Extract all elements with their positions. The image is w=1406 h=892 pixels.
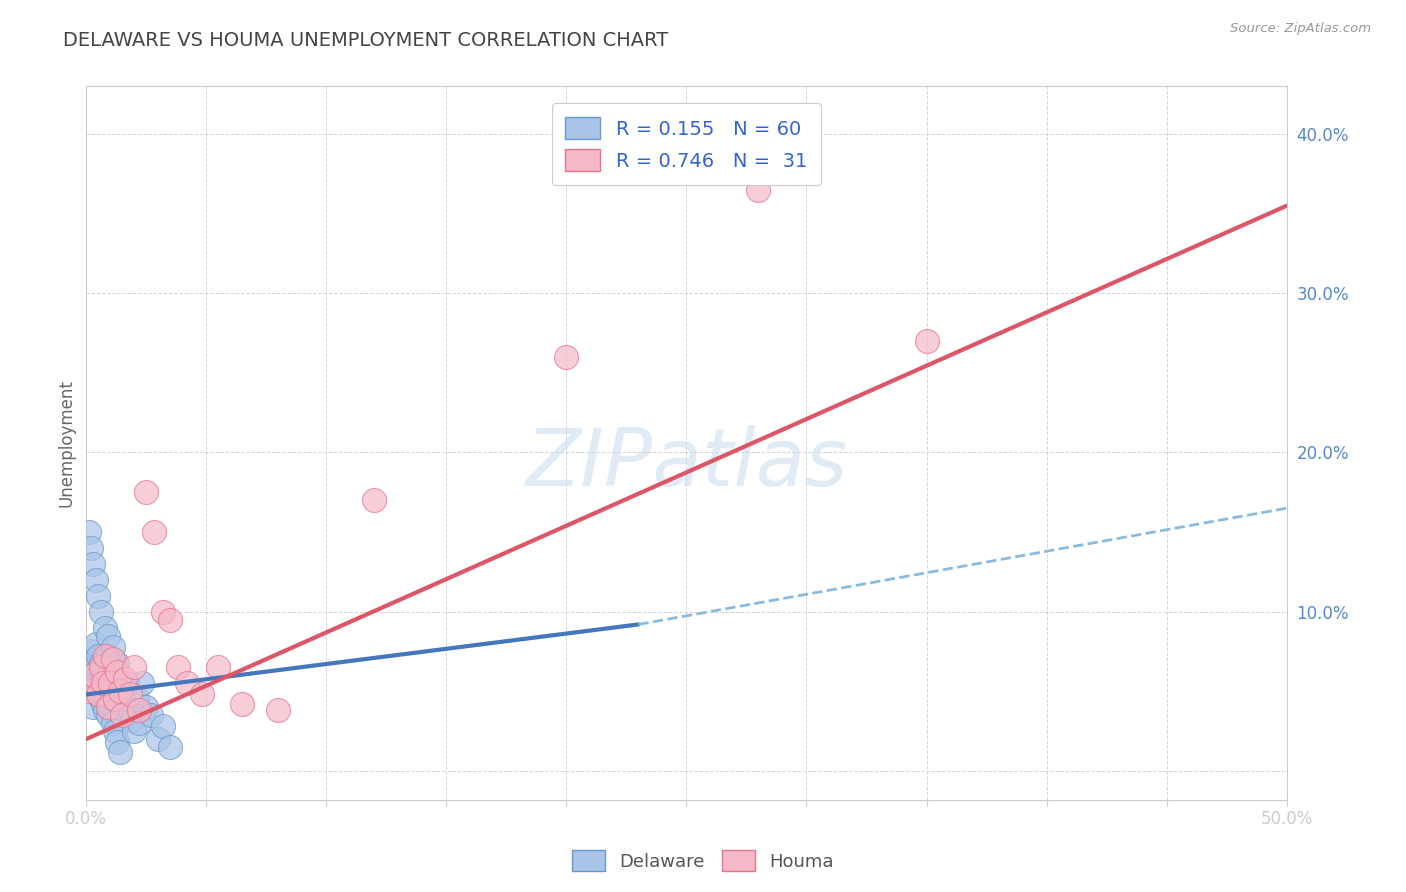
Point (124, 724, 146, 739)
Point (121, 713, 143, 727)
Point (80, 676, 103, 690)
Point (148, 732, 170, 747)
Point (87, 688, 110, 702)
Point (82, 557, 104, 571)
Point (98, 676, 121, 690)
Point (77, 684, 100, 698)
Point (107, 665, 129, 680)
Point (101, 692, 124, 706)
Point (82, 700, 104, 714)
Point (104, 668, 127, 682)
Point (91, 681, 114, 695)
Point (108, 684, 131, 698)
Point (128, 703, 150, 717)
Text: ZIPatlas: ZIPatlas (526, 425, 848, 503)
Point (108, 745, 131, 759)
Point (90, 676, 112, 690)
Point (87, 688, 110, 702)
Point (207, 660, 229, 674)
Point (77, 525, 100, 540)
Point (135, 485, 157, 500)
Point (97, 629, 120, 643)
Point (176, 676, 198, 690)
Point (267, 703, 290, 717)
Point (118, 703, 141, 717)
Point (231, 697, 253, 711)
Point (114, 697, 136, 711)
Legend: Delaware, Houma: Delaware, Houma (565, 843, 841, 879)
Point (97, 700, 120, 714)
Point (152, 605, 174, 619)
Legend: R = 0.155   N = 60, R = 0.746   N =  31: R = 0.155 N = 60, R = 0.746 N = 31 (553, 103, 821, 185)
Point (91, 660, 114, 674)
Text: Source: ZipAtlas.com: Source: ZipAtlas.com (1230, 22, 1371, 36)
Point (90, 660, 112, 674)
Point (101, 640, 124, 654)
Point (555, 350, 578, 364)
Point (91, 676, 114, 690)
Point (101, 716, 124, 731)
Point (104, 724, 127, 739)
Point (87, 676, 110, 690)
Point (363, 493, 385, 508)
Point (142, 525, 165, 540)
Point (84, 652, 107, 666)
Text: DELAWARE VS HOUMA UNEMPLOYMENT CORRELATION CHART: DELAWARE VS HOUMA UNEMPLOYMENT CORRELATI… (63, 31, 668, 50)
Point (90, 665, 112, 680)
Point (98, 656, 121, 670)
Point (87, 649, 110, 664)
Point (915, 334, 938, 348)
Point (107, 684, 129, 698)
Point (77, 668, 100, 682)
Point (94, 703, 117, 717)
Point (97, 672, 120, 686)
Point (166, 660, 188, 674)
Point (90, 656, 112, 670)
Point (114, 672, 136, 686)
Point (135, 700, 157, 714)
Point (94, 688, 117, 702)
Y-axis label: Unemployment: Unemployment (58, 379, 75, 507)
Point (84, 636, 107, 650)
Point (80, 541, 103, 555)
Point (82, 660, 104, 674)
Point (90, 692, 112, 706)
Point (139, 708, 162, 723)
Point (159, 613, 181, 627)
Point (190, 688, 212, 702)
Point (98, 697, 121, 711)
Point (87, 589, 110, 603)
Point (111, 708, 134, 723)
Point (107, 735, 129, 749)
Point (104, 692, 127, 706)
Point (84, 684, 107, 698)
Point (111, 688, 134, 702)
Point (131, 676, 153, 690)
Point (118, 688, 141, 702)
Point (125, 692, 148, 706)
Point (159, 739, 181, 754)
Point (128, 716, 150, 731)
Point (97, 708, 120, 723)
Point (747, 183, 769, 197)
Point (98, 676, 121, 690)
Point (94, 649, 117, 664)
Point (91, 697, 114, 711)
Point (115, 676, 138, 690)
Point (124, 660, 146, 674)
Point (107, 656, 129, 670)
Point (94, 652, 117, 666)
Point (94, 621, 117, 635)
Point (82, 668, 104, 682)
Point (80, 644, 103, 658)
Point (90, 605, 112, 619)
Point (152, 719, 174, 733)
Point (91, 672, 114, 686)
Point (87, 668, 110, 682)
Point (97, 649, 120, 664)
Point (84, 573, 107, 587)
Point (101, 652, 124, 666)
